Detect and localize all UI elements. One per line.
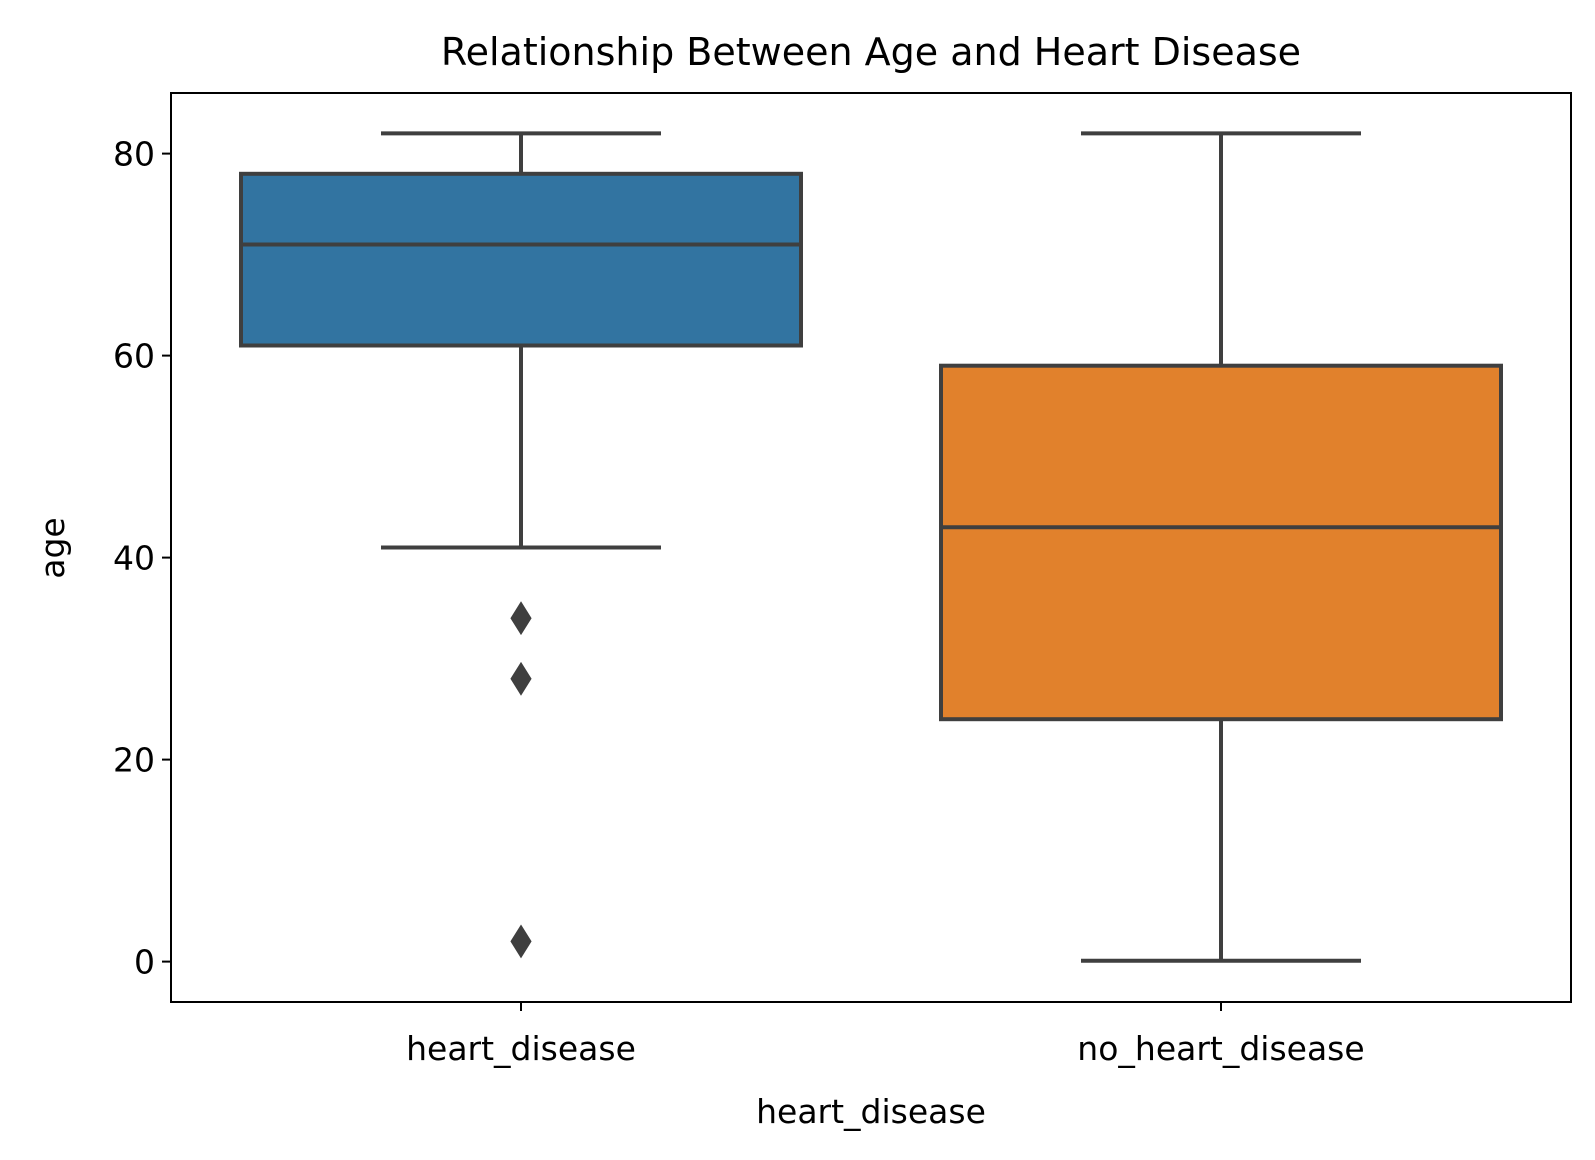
box-group-heart_disease — [239, 131, 803, 959]
plot-frame — [170, 92, 1572, 1003]
outlier-point — [510, 601, 532, 636]
box-iqr — [239, 171, 803, 348]
x-tick-label: heart_disease — [406, 1029, 636, 1068]
y-tick-label: 0 — [134, 943, 155, 982]
y-tick-label: 40 — [113, 539, 155, 578]
box-iqr — [939, 363, 1503, 722]
y-tick-label: 20 — [113, 741, 155, 780]
box-group-no_heart_disease — [939, 131, 1503, 963]
x-tick-label: no_heart_disease — [1077, 1029, 1364, 1068]
x-axis: heart_disease no_heart_disease — [406, 1002, 1365, 1068]
y-tick-label: 60 — [113, 337, 155, 376]
y-axis-label: age — [33, 517, 72, 578]
chart-title: Relationship Between Age and Heart Disea… — [441, 30, 1301, 74]
x-axis-label: heart_disease — [756, 1092, 986, 1131]
y-axis: 0 20 40 60 80 — [113, 135, 171, 982]
outlier-point — [510, 924, 532, 959]
plot-area — [239, 131, 1503, 963]
y-tick-label: 80 — [113, 135, 155, 174]
outlier-point — [510, 661, 532, 696]
